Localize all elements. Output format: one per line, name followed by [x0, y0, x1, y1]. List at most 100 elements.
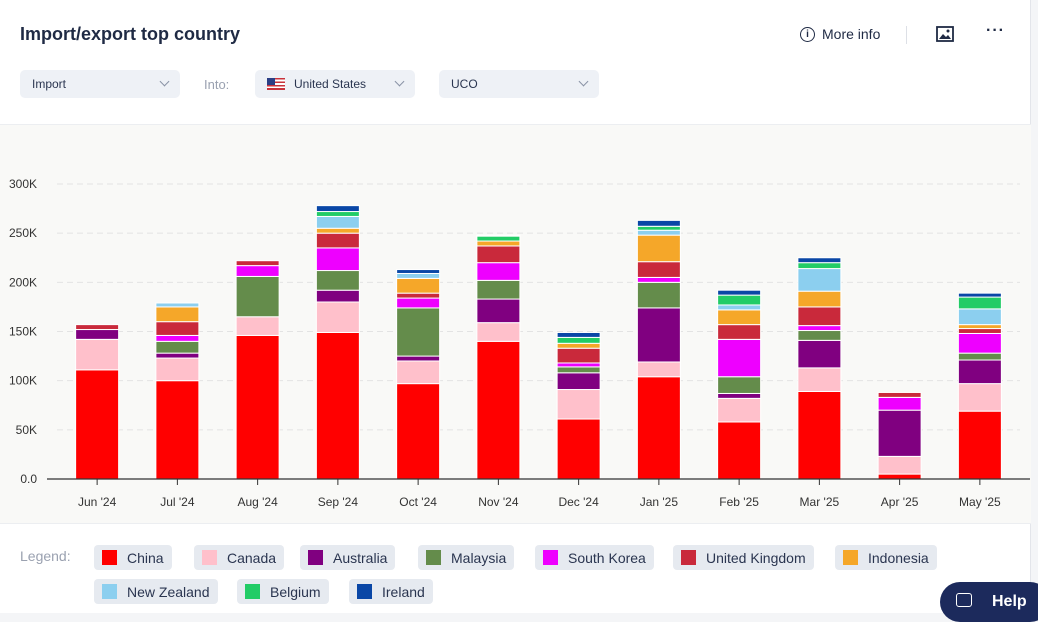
bar-segment-malaysia[interactable] [476, 279, 521, 300]
bar-segment-canada[interactable] [315, 301, 360, 333]
bar-segment-united-kingdom[interactable] [556, 347, 601, 364]
bar-segment-canada[interactable] [957, 383, 1002, 412]
legend-item-belgium[interactable]: Belgium [237, 579, 329, 604]
more-info-button[interactable]: i More info [800, 26, 880, 42]
bar-segment-south-korea[interactable] [155, 334, 200, 342]
bar-segment-australia[interactable] [315, 289, 360, 303]
bar-segment-ireland[interactable] [476, 234, 521, 237]
bar-segment-china[interactable] [717, 421, 762, 480]
bar-segment-canada[interactable] [717, 397, 762, 423]
bar-segment-south-korea[interactable] [315, 247, 360, 272]
bar-segment-united-kingdom[interactable] [797, 306, 842, 327]
bar-segment-new-zealand[interactable] [957, 308, 1002, 326]
bar-segment-new-zealand[interactable] [155, 302, 200, 308]
bar-segment-south-korea[interactable] [396, 297, 441, 309]
bar-segment-malaysia[interactable] [636, 281, 681, 309]
bar-segment-new-zealand[interactable] [717, 304, 762, 311]
bar-segment-ireland[interactable] [315, 205, 360, 213]
bar-segment-malaysia[interactable] [797, 330, 842, 341]
bar-segment-australia[interactable] [556, 372, 601, 391]
flow-select[interactable]: Import [20, 70, 180, 98]
bar-segment-australia[interactable] [75, 329, 120, 340]
bar-segment-belgium[interactable] [957, 296, 1002, 310]
bar-segment-china[interactable] [315, 331, 360, 480]
bar-segment-belgium[interactable] [476, 235, 521, 242]
bar-segment-united-kingdom[interactable] [75, 324, 120, 331]
bar-segment-china[interactable] [476, 340, 521, 480]
bar-segment-malaysia[interactable] [235, 275, 280, 318]
bar-segment-ireland[interactable] [717, 289, 762, 296]
bar-segment-indonesia[interactable] [315, 227, 360, 234]
bar-segment-united-kingdom[interactable] [155, 321, 200, 336]
bar-segment-new-zealand[interactable] [797, 268, 842, 292]
help-button[interactable]: Help [940, 582, 1038, 622]
bar-segment-united-kingdom[interactable] [877, 391, 922, 398]
bar-segment-canada[interactable] [636, 361, 681, 378]
bar-segment-ireland[interactable] [396, 269, 441, 274]
legend-item-south-korea[interactable]: South Korea [535, 545, 654, 570]
bar-segment-belgium[interactable] [315, 211, 360, 217]
bar-segment-china[interactable] [797, 390, 842, 480]
bar-segment-new-zealand[interactable] [636, 229, 681, 236]
bar-segment-malaysia[interactable] [556, 366, 601, 374]
bar-segment-indonesia[interactable] [396, 277, 441, 294]
bar-segment-canada[interactable] [155, 357, 200, 382]
legend-item-malaysia[interactable]: Malaysia [418, 545, 515, 570]
bar-segment-south-korea[interactable] [556, 362, 601, 368]
bar-segment-china[interactable] [877, 473, 922, 480]
bar-segment-australia[interactable] [396, 355, 441, 362]
bar-segment-belgium[interactable] [636, 225, 681, 231]
bar-segment-china[interactable] [75, 369, 120, 480]
bar-segment-australia[interactable] [636, 307, 681, 363]
bar-segment-canada[interactable] [476, 322, 521, 342]
legend-item-united-kingdom[interactable]: United Kingdom [673, 545, 814, 570]
bar-segment-china[interactable] [155, 380, 200, 480]
bar-segment-china[interactable] [556, 418, 601, 480]
bar-segment-australia[interactable] [877, 409, 922, 457]
bar-segment-belgium[interactable] [717, 294, 762, 306]
bar-segment-ireland[interactable] [797, 257, 842, 264]
country-select[interactable]: United States [255, 70, 415, 98]
bar-segment-china[interactable] [235, 334, 280, 480]
bar-segment-south-korea[interactable] [877, 396, 922, 411]
bar-segment-canada[interactable] [797, 367, 842, 392]
bar-segment-australia[interactable] [476, 298, 521, 324]
bar-segment-china[interactable] [957, 410, 1002, 480]
bar-segment-malaysia[interactable] [155, 340, 200, 354]
bar-segment-united-kingdom[interactable] [235, 260, 280, 267]
bar-segment-south-korea[interactable] [797, 325, 842, 332]
bar-segment-canada[interactable] [396, 360, 441, 385]
bar-segment-indonesia[interactable] [636, 234, 681, 263]
bar-segment-indonesia[interactable] [476, 240, 521, 247]
bar-segment-united-kingdom[interactable] [315, 232, 360, 249]
bar-segment-south-korea[interactable] [476, 262, 521, 281]
bar-segment-malaysia[interactable] [717, 376, 762, 394]
legend-item-ireland[interactable]: Ireland [349, 579, 433, 604]
bar-segment-belgium[interactable] [556, 336, 601, 344]
bar-segment-south-korea[interactable] [957, 332, 1002, 354]
bar-segment-united-kingdom[interactable] [396, 292, 441, 299]
legend-item-china[interactable]: China [94, 545, 172, 570]
bar-segment-china[interactable] [636, 376, 681, 480]
bar-segment-south-korea[interactable] [636, 276, 681, 283]
legend-item-new-zealand[interactable]: New Zealand [94, 579, 218, 604]
bar-segment-china[interactable] [396, 383, 441, 480]
bar-segment-indonesia[interactable] [717, 309, 762, 326]
legend-item-canada[interactable]: Canada [194, 545, 285, 570]
bar-segment-australia[interactable] [155, 352, 200, 359]
bar-segment-australia[interactable] [717, 392, 762, 399]
bar-segment-malaysia[interactable] [396, 307, 441, 357]
bar-segment-united-kingdom[interactable] [717, 324, 762, 340]
bar-segment-new-zealand[interactable] [315, 215, 360, 229]
bar-segment-belgium[interactable] [797, 262, 842, 270]
image-icon[interactable] [936, 26, 954, 42]
more-horizontal-icon[interactable]: ··· [986, 22, 1005, 39]
bar-segment-ireland[interactable] [556, 331, 601, 338]
bar-segment-canada[interactable] [235, 316, 280, 336]
bar-segment-malaysia[interactable] [957, 352, 1002, 361]
bar-segment-indonesia[interactable] [957, 324, 1002, 330]
bar-segment-indonesia[interactable] [556, 342, 601, 349]
bar-segment-united-kingdom[interactable] [957, 328, 1002, 334]
bar-segment-canada[interactable] [556, 389, 601, 420]
bar-segment-ireland[interactable] [636, 219, 681, 227]
